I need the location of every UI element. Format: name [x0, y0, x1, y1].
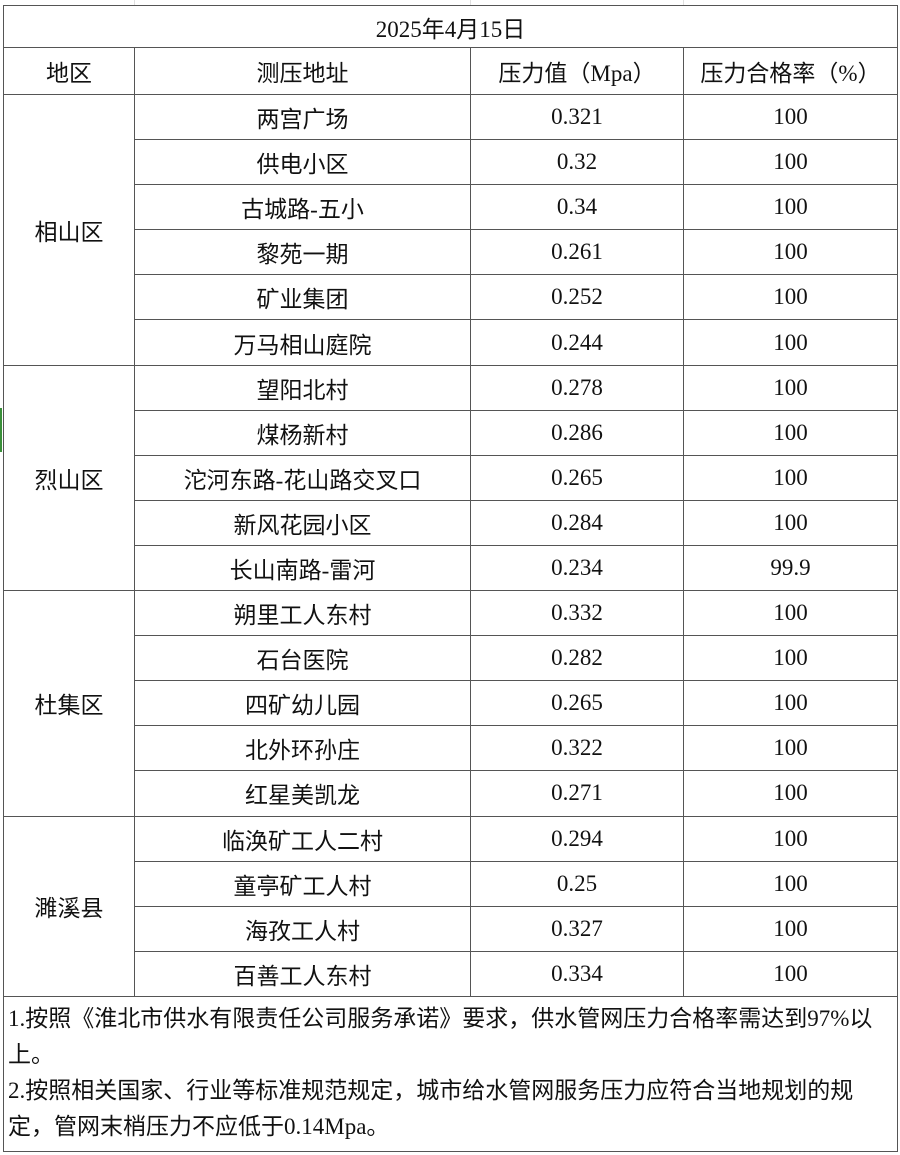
header-address[interactable]: 测压地址 [134, 47, 471, 95]
table-row: 百善工人东村 0.334 100 [4, 950, 898, 997]
region-cell[interactable]: 杜集区 [3, 590, 135, 817]
address-cell[interactable]: 两宫广场 [134, 93, 471, 141]
pressure-table: 2025年4月15日 地区 测压地址 压力值（Mpa） 压力合格率（%） 相山区… [3, 5, 898, 1152]
address-cell[interactable]: 黎苑一期 [134, 229, 471, 276]
table-title[interactable]: 2025年4月15日 [3, 5, 898, 48]
pressure-cell[interactable]: 0.34 [470, 184, 684, 231]
address-cell[interactable]: 童亭矿工人村 [134, 860, 471, 907]
pressure-cell[interactable]: 0.25 [470, 860, 684, 907]
address-cell[interactable]: 供电小区 [134, 139, 471, 186]
rate-cell[interactable]: 99.9 [683, 544, 898, 592]
pressure-cell[interactable]: 0.332 [470, 590, 684, 637]
address-cell[interactable]: 长山南路-雷河 [134, 544, 471, 592]
note-text: 1.按照《淮北市供水有限责任公司服务承诺》要求，供水管网压力合格率需达到97%以… [8, 1005, 873, 1067]
pressure-cell[interactable]: 0.265 [470, 680, 684, 727]
address-cell[interactable]: 朔里工人东村 [134, 590, 471, 637]
rate-cell[interactable]: 100 [683, 499, 898, 546]
rate-cell[interactable]: 100 [683, 319, 898, 366]
sheet-gridline [683, 0, 684, 5]
address-cell[interactable]: 万马相山庭院 [134, 319, 471, 366]
pressure-cell[interactable]: 0.271 [470, 770, 684, 817]
pressure-cell[interactable]: 0.322 [470, 725, 684, 772]
table-row: 煤杨新村 0.286 100 [4, 409, 898, 456]
sheet-gridline [470, 0, 471, 5]
address-cell[interactable]: 临涣矿工人二村 [134, 815, 471, 862]
header-pressure[interactable]: 压力值（Mpa） [470, 47, 684, 95]
region-cell[interactable]: 濉溪县 [3, 815, 135, 997]
rate-cell[interactable]: 100 [683, 409, 898, 456]
table-row: 四矿幼儿园 0.265 100 [4, 680, 898, 727]
address-cell[interactable]: 红星美凯龙 [134, 770, 471, 817]
pressure-cell[interactable]: 0.282 [470, 635, 684, 682]
address-cell[interactable]: 北外环孙庄 [134, 725, 471, 772]
pressure-cell[interactable]: 0.284 [470, 499, 684, 546]
table-row: 黎苑一期 0.261 100 [4, 229, 898, 276]
table-row: 童亭矿工人村 0.25 100 [4, 860, 898, 907]
rate-cell[interactable]: 100 [683, 905, 898, 952]
pressure-cell[interactable]: 0.244 [470, 319, 684, 366]
rate-cell[interactable]: 100 [683, 93, 898, 141]
rate-cell[interactable]: 100 [683, 680, 898, 727]
address-cell[interactable]: 海孜工人村 [134, 905, 471, 952]
rate-cell[interactable]: 100 [683, 590, 898, 637]
rate-cell[interactable]: 100 [683, 274, 898, 321]
pressure-cell[interactable]: 0.334 [470, 950, 684, 997]
table-row: 烈山区 望阳北村 0.278 100 [3, 364, 898, 592]
pressure-cell[interactable]: 0.32 [470, 139, 684, 186]
pressure-cell[interactable]: 0.252 [470, 274, 684, 321]
table-row: 红星美凯龙 0.271 100 [4, 770, 898, 817]
rate-cell[interactable]: 100 [683, 454, 898, 501]
address-cell[interactable]: 望阳北村 [134, 364, 471, 411]
pressure-cell[interactable]: 0.261 [470, 229, 684, 276]
address-cell[interactable]: 古城路-五小 [134, 184, 471, 231]
row-selection-marker [0, 408, 2, 452]
table-row: 供电小区 0.32 100 [4, 139, 898, 186]
address-cell[interactable]: 煤杨新村 [134, 409, 471, 456]
pressure-cell[interactable]: 0.294 [470, 815, 684, 862]
region-cell[interactable]: 烈山区 [3, 364, 135, 592]
address-cell[interactable]: 四矿幼儿园 [134, 680, 471, 727]
rate-cell[interactable]: 100 [683, 770, 898, 817]
table-row: 新风花园小区 0.284 100 [4, 499, 898, 546]
sheet-gridline [134, 0, 135, 5]
address-cell[interactable]: 沱河东路-花山路交叉口 [134, 454, 471, 501]
notes-cell[interactable]: 1.按照《淮北市供水有限责任公司服务承诺》要求，供水管网压力合格率需达到97%以… [3, 995, 898, 1152]
pressure-cell[interactable]: 0.278 [470, 364, 684, 411]
table-row: 古城路-五小 0.34 100 [4, 184, 898, 231]
pressure-cell[interactable]: 0.234 [470, 544, 684, 592]
pressure-cell[interactable]: 0.265 [470, 454, 684, 501]
rate-cell[interactable]: 100 [683, 229, 898, 276]
table-row: 相山区 两宫广场 0.321 100 [3, 93, 898, 366]
rate-cell[interactable]: 100 [683, 635, 898, 682]
pressure-cell[interactable]: 0.286 [470, 409, 684, 456]
rate-cell[interactable]: 100 [683, 725, 898, 772]
table-row: 濉溪县 临涣矿工人二村 0.294 100 [3, 815, 898, 997]
rate-cell[interactable]: 100 [683, 184, 898, 231]
table-row: 沱河东路-花山路交叉口 0.265 100 [4, 454, 898, 501]
table-row: 杜集区 朔里工人东村 0.332 100 [3, 590, 898, 817]
rate-cell[interactable]: 100 [683, 139, 898, 186]
address-cell[interactable]: 石台医院 [134, 635, 471, 682]
table-row: 北外环孙庄 0.322 100 [4, 725, 898, 772]
rate-cell[interactable]: 100 [683, 815, 898, 862]
address-cell[interactable]: 新风花园小区 [134, 499, 471, 546]
address-cell[interactable]: 百善工人东村 [134, 950, 471, 997]
pressure-cell[interactable]: 0.327 [470, 905, 684, 952]
rate-cell[interactable]: 100 [683, 860, 898, 907]
rate-cell[interactable]: 100 [683, 364, 898, 411]
table-row: 长山南路-雷河 0.234 99.9 [4, 544, 898, 592]
header-region[interactable]: 地区 [3, 47, 135, 95]
address-cell[interactable]: 矿业集团 [134, 274, 471, 321]
table-row: 万马相山庭院 0.244 100 [4, 319, 898, 366]
rate-cell[interactable]: 100 [683, 950, 898, 997]
header-rate[interactable]: 压力合格率（%） [683, 47, 898, 95]
note-text: 2.按照相关国家、行业等标准规范规定，城市给水管网服务压力应符合当地规划的规定，… [8, 1077, 854, 1139]
pressure-cell[interactable]: 0.321 [470, 93, 684, 141]
table-row: 石台医院 0.282 100 [4, 635, 898, 682]
region-cell[interactable]: 相山区 [3, 94, 135, 366]
table-row: 海孜工人村 0.327 100 [4, 905, 898, 952]
table-row: 矿业集团 0.252 100 [4, 274, 898, 321]
